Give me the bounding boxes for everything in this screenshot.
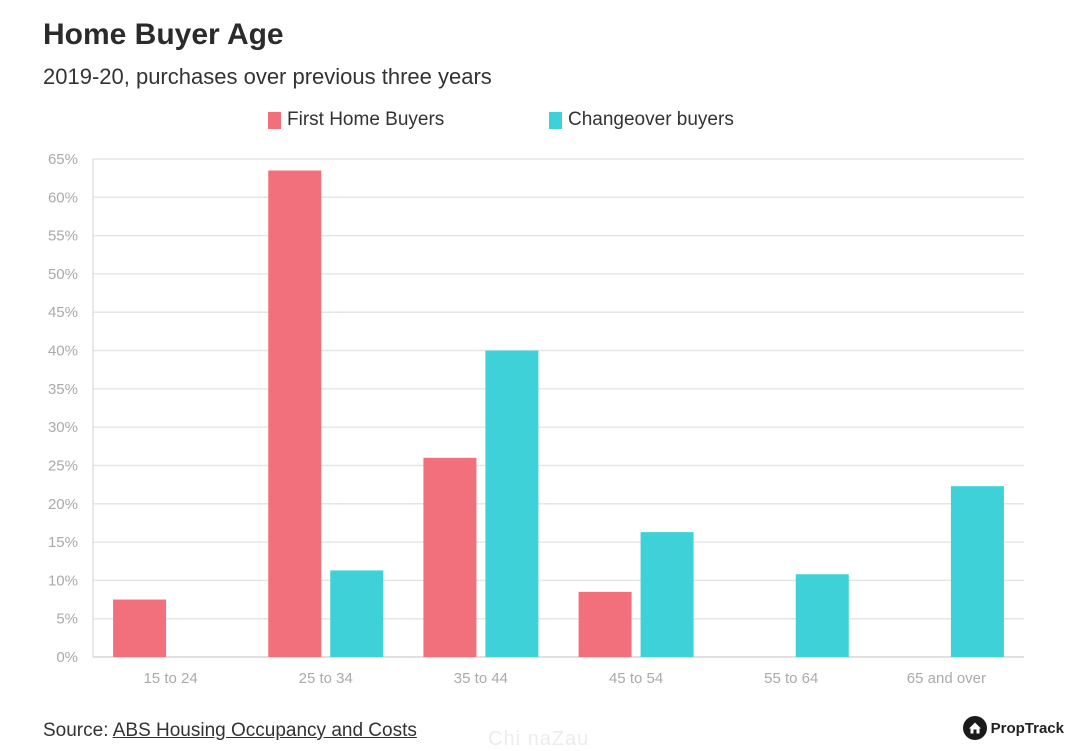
legend-label-changeover-buyers: Changeover buyers [568, 109, 734, 130]
chart-title: Home Buyer Age [43, 18, 284, 51]
x-tick-label: 35 to 44 [454, 670, 508, 687]
house-logo-icon [962, 716, 987, 740]
legend-item-changeover-buyers: Changeover buyers [549, 109, 734, 131]
bar-chart: 0% 5% 10% 15% 20% 25% 30% 35% 40% 45% 50% 55% 60% 65%… [48, 151, 1024, 687]
y-tick-label: 50% [48, 266, 78, 283]
y-tick-label: 20% [48, 496, 78, 513]
watermark-text: Chi naZau [488, 728, 590, 750]
y-tick-label: 5% [56, 611, 78, 628]
y-tick-label: 65% [48, 151, 78, 168]
y-tick-label: 45% [48, 304, 78, 321]
bar-changeover-buyers [330, 570, 384, 657]
legend-swatch-changeover-buyers [549, 111, 562, 129]
bar-first-home-buyers [423, 457, 477, 657]
brand-name: PropTrack [990, 719, 1064, 737]
y-tick-label: 30% [48, 419, 78, 436]
bar-first-home-buyers [113, 599, 167, 657]
proptrack-logo: PropTrack [962, 716, 1064, 740]
x-tick-label: 65 and over [907, 670, 986, 687]
source-prefix: Source: [43, 720, 113, 741]
x-tick-label: 25 to 34 [299, 670, 353, 687]
chart-legend: First Home Buyers Changeover buyers [0, 109, 1080, 135]
y-tick-label: 55% [48, 228, 78, 245]
legend-item-first-home-buyers: First Home Buyers [268, 109, 444, 131]
y-tick-label: 15% [48, 534, 78, 551]
legend-label-first-home-buyers: First Home Buyers [287, 109, 445, 130]
source-link[interactable]: ABS Housing Occupancy and Costs [112, 720, 417, 741]
bar-changeover-buyers [795, 574, 849, 657]
y-tick-label: 60% [48, 189, 78, 206]
x-tick-label: 15 to 24 [143, 670, 197, 687]
bar-changeover-buyers [950, 486, 1004, 657]
chart-subtitle: 2019-20, purchases over previous three y… [43, 64, 492, 89]
footer: Source: ABS Housing Occupancy and Costs … [0, 712, 1080, 750]
bar-first-home-buyers [268, 170, 322, 657]
x-tick-label: 55 to 64 [764, 670, 818, 687]
y-tick-label: 25% [48, 457, 78, 474]
y-tick-label: 35% [48, 381, 78, 398]
legend-swatch-first-home-buyers [268, 111, 281, 129]
y-tick-label: 0% [56, 649, 78, 666]
bar-changeover-buyers [640, 532, 694, 657]
bar-changeover-buyers [485, 350, 539, 657]
source-note: Source: ABS Housing Occupancy and Costs [43, 720, 417, 742]
y-tick-label: 40% [48, 343, 78, 360]
y-tick-label: 10% [48, 572, 78, 589]
bar-first-home-buyers [578, 591, 632, 657]
x-tick-label: 45 to 54 [609, 670, 663, 687]
